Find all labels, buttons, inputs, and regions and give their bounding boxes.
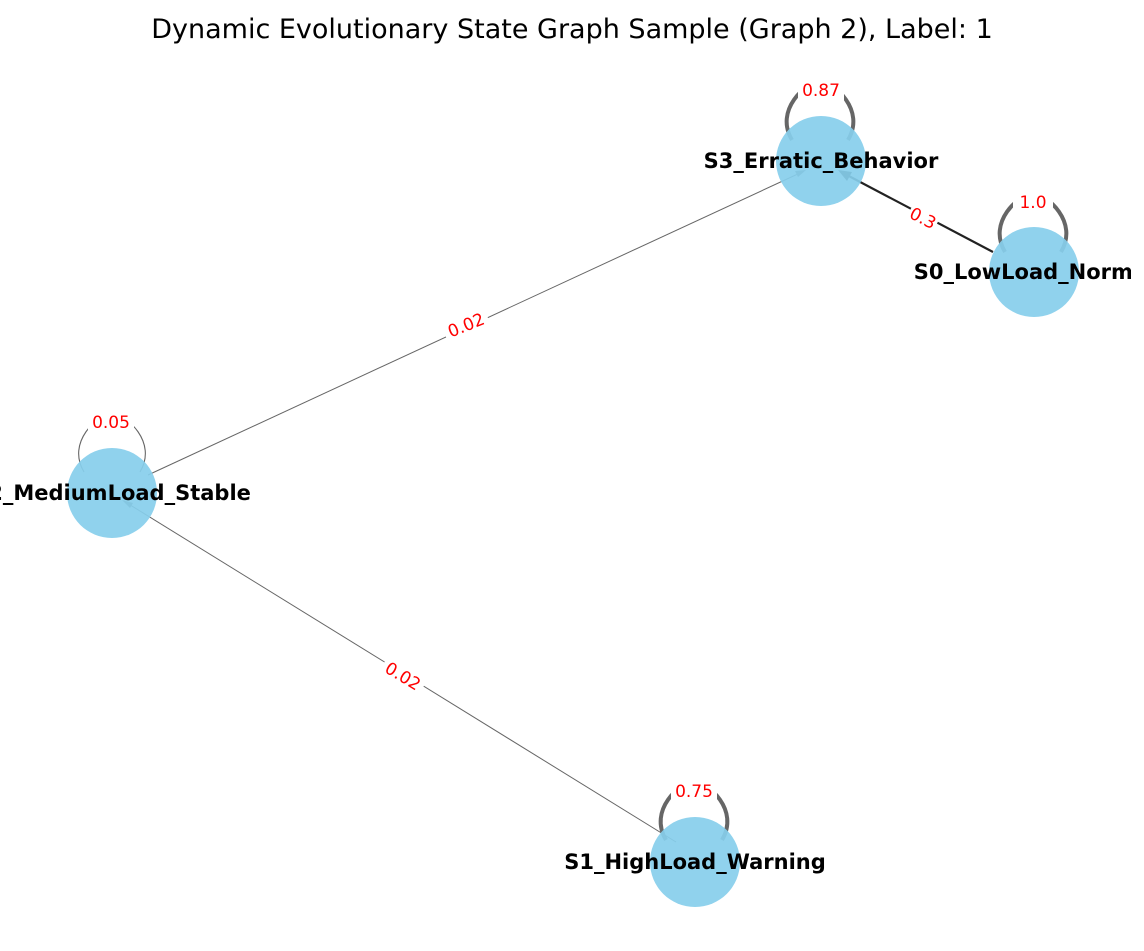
node-s3 (776, 116, 866, 206)
node-label-s3: S3_Erratic_Behavior (704, 149, 939, 173)
node-label-s2: S2_MediumLoad_Stable (0, 481, 251, 505)
node-label-s1: S1_HighLoad_Warning (564, 850, 826, 874)
graph-title: Dynamic Evolutionary State Graph Sample … (151, 14, 993, 45)
node-label-s0: S0_LowLoad_Normal (914, 260, 1144, 284)
edge-s1-s2: 0.02 (122, 500, 677, 843)
self-loop-s3: 0.87 (784, 79, 856, 142)
loop-label-s2: 0.05 (92, 413, 130, 433)
loop-label-s0: 1.0 (1019, 193, 1046, 213)
loop-label-s1: 0.75 (675, 782, 713, 802)
edge-label-s2-s3: 0.02 (445, 310, 488, 343)
self-loop-s1: 0.75 (658, 779, 730, 842)
loop-label-s3: 0.87 (802, 81, 840, 101)
self-loop-s0: 1.0 (997, 191, 1069, 254)
self-loop-s2: 0.05 (78, 411, 146, 473)
node-s0 (989, 227, 1079, 317)
node-s2 (67, 448, 157, 538)
node-s1 (650, 817, 740, 907)
edge-s0-s3: 0.3 (838, 170, 994, 253)
edge-s2-s3: 0.02 (147, 170, 806, 476)
